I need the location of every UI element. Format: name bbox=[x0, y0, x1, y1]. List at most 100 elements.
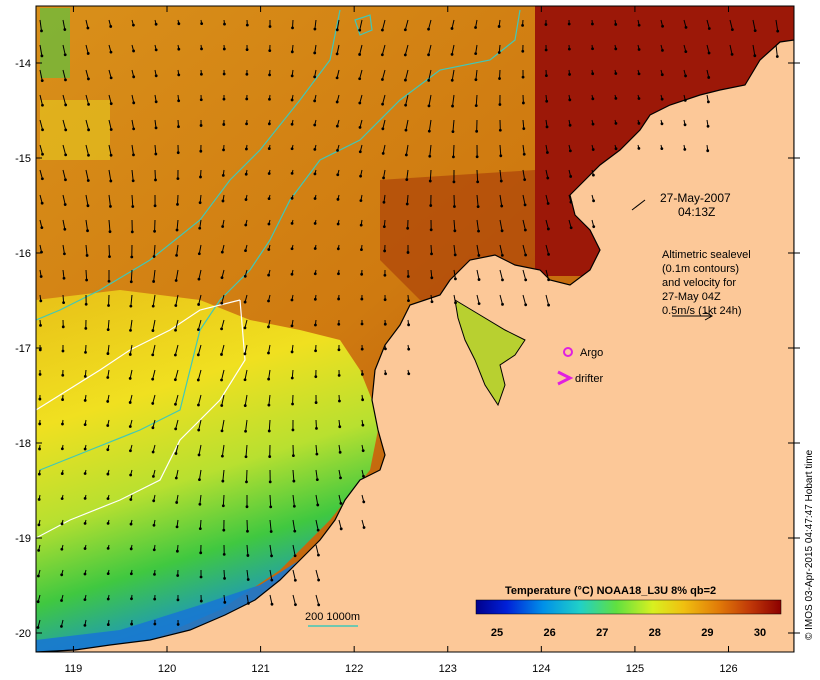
velocity-arrow bbox=[131, 119, 135, 129]
velocity-arrow bbox=[246, 594, 249, 604]
velocity-arrow-head bbox=[177, 47, 181, 51]
velocity-arrow-head bbox=[41, 103, 44, 107]
velocity-arrow bbox=[452, 94, 455, 107]
velocity-arrow-head bbox=[427, 27, 430, 31]
velocity-arrow-head bbox=[660, 73, 664, 77]
velocity-arrow bbox=[197, 319, 202, 330]
velocity-arrow bbox=[706, 19, 710, 29]
velocity-arrow bbox=[752, 44, 756, 56]
velocity-arrow-head bbox=[429, 204, 433, 207]
colorbar-tick-label: 25 bbox=[491, 627, 503, 639]
velocity-arrow-head bbox=[660, 97, 664, 101]
velocity-arrow bbox=[62, 169, 66, 180]
drifter-marker bbox=[557, 370, 574, 386]
velocity-arrow bbox=[522, 144, 525, 155]
velocity-arrow bbox=[39, 44, 43, 56]
velocity-arrow-head bbox=[83, 399, 87, 402]
velocity-arrow-head bbox=[220, 378, 223, 382]
velocity-arrow-head bbox=[382, 225, 386, 229]
velocity-arrow-head bbox=[569, 175, 573, 178]
velocity-arrow-head bbox=[337, 322, 341, 326]
velocity-arrow-head bbox=[546, 176, 550, 180]
velocity-arrow-head bbox=[381, 78, 384, 81]
velocity-arrow bbox=[405, 119, 409, 131]
velocity-arrow-head bbox=[294, 603, 297, 607]
velocity-arrow-head bbox=[245, 147, 248, 151]
velocity-arrow-head bbox=[153, 572, 156, 576]
velocity-arrow bbox=[452, 119, 455, 132]
velocity-arrow bbox=[269, 594, 273, 605]
velocity-arrow bbox=[108, 194, 111, 207]
velocity-arrow-head bbox=[87, 77, 90, 81]
velocity-arrow-head bbox=[106, 572, 110, 575]
velocity-arrow-head bbox=[38, 348, 42, 352]
velocity-arrow-head bbox=[64, 153, 68, 157]
velocity-arrow-head bbox=[313, 147, 317, 151]
velocity-arrow-head bbox=[222, 47, 226, 51]
velocity-arrow bbox=[476, 169, 479, 182]
velocity-arrow-head bbox=[86, 52, 90, 55]
velocity-arrow-head bbox=[546, 227, 550, 231]
velocity-arrow-head bbox=[358, 77, 362, 81]
velocity-arrow-head bbox=[454, 277, 457, 281]
velocity-arrow bbox=[499, 144, 502, 156]
velocity-arrow-head bbox=[40, 29, 43, 33]
velocity-arrow-head bbox=[151, 377, 155, 381]
colorbar-title: Temperature (°C) NOAA18_L3U 8% qb=2 bbox=[505, 585, 716, 597]
velocity-arrow-head bbox=[477, 278, 481, 281]
velocity-arrow-head bbox=[87, 153, 90, 157]
velocity-arrow-head bbox=[268, 97, 271, 101]
velocity-arrow-head bbox=[706, 100, 710, 104]
velocity-arrow bbox=[476, 244, 480, 256]
velocity-arrow-head bbox=[500, 204, 504, 208]
velocity-arrow-head bbox=[336, 197, 340, 201]
velocity-arrow-head bbox=[196, 378, 200, 382]
velocity-arrow-head bbox=[36, 626, 40, 629]
velocity-arrow-head bbox=[291, 26, 294, 30]
credit-text: © IMOS 03-Apr-2015 04:47:47 Hobart time bbox=[804, 449, 815, 640]
velocity-arrow-head bbox=[753, 29, 757, 32]
velocity-arrow-head bbox=[38, 447, 41, 451]
velocity-arrow-head bbox=[317, 578, 321, 582]
velocity-arrow bbox=[129, 369, 133, 379]
velocity-arrow-head bbox=[174, 402, 177, 406]
velocity-arrow bbox=[476, 269, 480, 280]
velocity-arrow bbox=[451, 19, 455, 29]
velocity-arrow bbox=[522, 219, 526, 231]
velocity-arrow-head bbox=[267, 172, 271, 175]
velocity-arrow-head bbox=[523, 203, 527, 207]
velocity-arrow bbox=[62, 69, 66, 81]
velocity-arrow-head bbox=[244, 198, 248, 201]
velocity-arrow-head bbox=[313, 123, 317, 127]
velocity-arrow bbox=[315, 444, 318, 455]
velocity-arrow bbox=[269, 544, 273, 556]
velocity-arrow bbox=[269, 494, 272, 507]
velocity-arrow-head bbox=[268, 25, 272, 28]
velocity-arrow-head bbox=[452, 180, 456, 184]
velocity-arrow-head bbox=[86, 229, 89, 233]
velocity-arrow-head bbox=[199, 124, 203, 127]
lon-tick-label: 123 bbox=[439, 663, 457, 675]
velocity-arrow-head bbox=[37, 472, 41, 476]
velocity-arrow-head bbox=[109, 76, 113, 80]
velocity-arrow-head bbox=[404, 78, 407, 82]
velocity-arrow-head bbox=[199, 98, 203, 102]
velocity-arrow-head bbox=[384, 347, 387, 351]
velocity-arrow-head bbox=[220, 353, 223, 356]
velocity-arrow-head bbox=[267, 197, 271, 201]
velocity-arrow-head bbox=[128, 377, 132, 380]
velocity-arrow-head bbox=[174, 279, 178, 282]
velocity-arrow-head bbox=[221, 479, 225, 483]
lon-tick-label: 122 bbox=[345, 663, 363, 675]
velocity-arrow bbox=[404, 69, 409, 81]
velocity-arrow-head bbox=[197, 428, 201, 432]
velocity-arrow-head bbox=[196, 353, 200, 357]
velocity-arrow bbox=[315, 594, 320, 606]
velocity-arrow bbox=[406, 169, 409, 180]
velocity-arrow-head bbox=[313, 27, 317, 31]
isobath-1000m bbox=[36, 299, 246, 539]
velocity-arrow-head bbox=[63, 252, 66, 256]
velocity-arrow-head bbox=[64, 103, 68, 107]
velocity-arrow bbox=[131, 194, 134, 207]
velocity-arrow-head bbox=[314, 375, 318, 379]
